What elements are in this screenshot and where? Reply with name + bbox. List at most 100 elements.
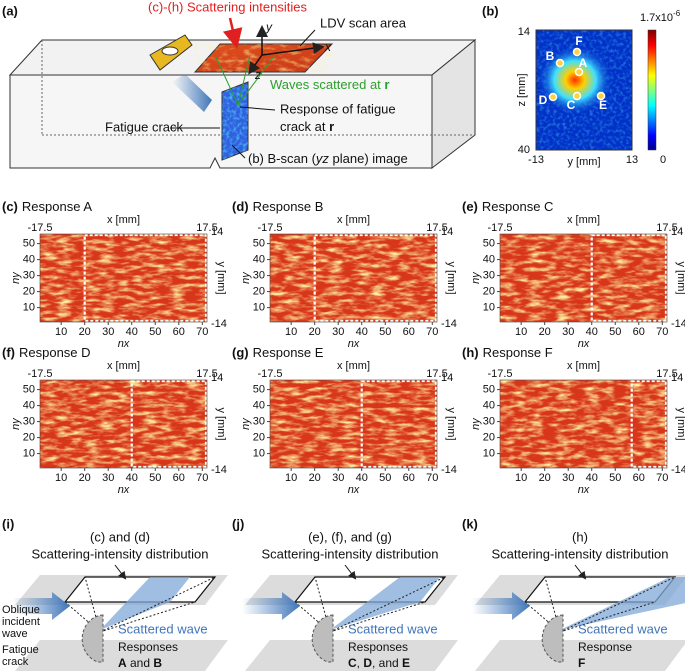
x-tick-label: 20 [539, 326, 551, 338]
y-tick-label: 30 [253, 416, 265, 428]
axis-label: ny [240, 271, 252, 284]
tick-label: -14 [211, 318, 227, 330]
y-tick-label: 40 [23, 400, 35, 412]
panel-label: (j) [232, 516, 244, 531]
x-tick-label: 50 [609, 326, 621, 338]
x-tick-label: 20 [539, 472, 551, 484]
response-name: A [118, 656, 127, 670]
pointer [344, 564, 357, 580]
ray [329, 576, 446, 633]
response-name: D [363, 656, 372, 670]
x-tick-label: 50 [149, 472, 161, 484]
incident-label: incident [2, 616, 40, 628]
y-tick-label: 40 [253, 254, 265, 266]
heatmap-texture [40, 234, 207, 322]
x-tick-label: 10 [515, 472, 527, 484]
annotation: LDV scan area [320, 15, 407, 30]
crack [311, 614, 334, 663]
panel-title: (c) Response A [2, 199, 92, 214]
tick-label: -17.5 [257, 222, 282, 234]
y-tick-label: 50 [253, 384, 265, 396]
response-name: , and [372, 656, 402, 670]
ray [99, 576, 216, 633]
text-part: yz [315, 151, 330, 166]
heatmap-panel: (g) Response E x [mm] -17.5 17.5 10 20 30 40 50 60… [232, 345, 457, 495]
incident-arrow [172, 74, 212, 112]
tick-label: -14 [211, 464, 227, 476]
y-tick-label: 20 [23, 286, 35, 298]
panel-name: Response E [253, 345, 324, 360]
responses-label: Responses [348, 640, 408, 654]
y-tick-label: 50 [483, 384, 495, 396]
heatmap-panel: (c) Response A x [mm] -17.5 17.5 10 20 30 40 50 60… [2, 199, 227, 349]
axis-label: z [254, 68, 261, 82]
point-label: D [539, 93, 548, 107]
panel-name: Response C [482, 199, 554, 214]
x-tick-label: 40 [126, 472, 138, 484]
crack [81, 614, 104, 663]
point-marker [572, 91, 582, 101]
annotation: (b) B-scan (yz plane) image [248, 151, 408, 166]
axis-label: z [mm] [516, 74, 528, 107]
panel-label: (c) [2, 199, 18, 214]
axis-label: y [mm] [568, 156, 601, 168]
y-tick-label: 10 [23, 448, 35, 460]
heading: Scattering-intensity distribution [31, 546, 208, 561]
wave-line [237, 54, 276, 106]
tick-label: 14 [441, 372, 453, 384]
panel-name: Response D [19, 345, 91, 360]
tick-label: -14 [441, 318, 457, 330]
y-tick-label: 20 [23, 432, 35, 444]
panel-label: (h) [462, 345, 479, 360]
y-tick-label: 40 [253, 400, 265, 412]
y-tick-label: 50 [483, 238, 495, 250]
frame [39, 379, 208, 469]
response-name: C [348, 656, 357, 670]
y-tick-label: 10 [23, 302, 35, 314]
incident-arrow [242, 592, 300, 620]
tick-label: 17.5 [656, 368, 677, 380]
axis-label: nx [118, 338, 130, 350]
annotation: Waves scattered at r [270, 77, 389, 92]
axis-label: x [mm] [337, 360, 370, 372]
x-tick-label: 70 [656, 326, 668, 338]
pointer [299, 29, 316, 47]
frame [269, 233, 438, 323]
panel-a: (a) (c)-(h) Scattering intensities LDV s… [2, 0, 477, 170]
point-marker [596, 91, 606, 101]
point-label: A [579, 56, 588, 70]
x-tick-label: 70 [426, 472, 438, 484]
crack-label: Fatigue [2, 644, 39, 656]
point-label: C [567, 98, 576, 112]
text-part: r [329, 119, 334, 134]
axis-label: y [265, 20, 273, 34]
x-tick-label: 30 [562, 472, 574, 484]
text-part: r [384, 77, 389, 92]
annotation: Fatigue crack [105, 119, 184, 134]
incident-label: Oblique [2, 604, 40, 616]
x-tick-label: 30 [102, 326, 114, 338]
x-tick-label: 30 [562, 326, 574, 338]
schematic-panel: (j) (e), (f), and (g) Scattering-intensity… [232, 516, 458, 671]
panel-name: Response F [483, 345, 553, 360]
point-label: E [599, 98, 607, 112]
x-tick-label: 40 [586, 472, 598, 484]
schematic-panel: (k) (h) Scattering-intensity distribution S… [462, 516, 685, 671]
axis-label: ny [240, 417, 252, 430]
annotation: crack at r [280, 119, 334, 134]
panel-label: (d) [232, 199, 249, 214]
y-tick-label: 40 [483, 254, 495, 266]
window-box [313, 233, 438, 323]
incident-label: wave [1, 628, 28, 640]
x-tick-label: 50 [149, 326, 161, 338]
heading: (e), (f), and (g) [308, 529, 392, 544]
axis-label: x [mm] [567, 360, 600, 372]
window-box [360, 379, 438, 469]
axis-label: nx [348, 484, 360, 496]
y-tick-label: 30 [23, 270, 35, 282]
ray [99, 601, 196, 633]
x-tick-label: 10 [285, 472, 297, 484]
incident-arrow [12, 592, 70, 620]
frame [535, 29, 633, 151]
axis-label: y [mm] [675, 408, 685, 441]
